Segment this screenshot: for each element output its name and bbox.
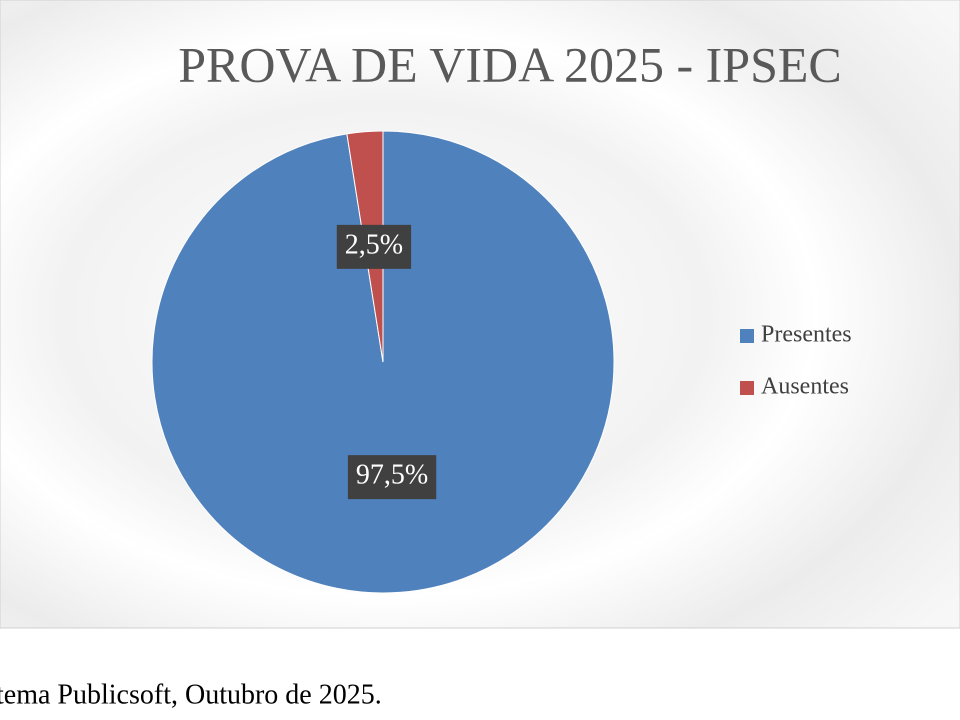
plot: 97,5% 2,5% Presentes Ausentes — [151, 130, 852, 594]
data-label: 97,5% — [356, 460, 428, 491]
legend-label: Ausentes — [761, 374, 849, 400]
caption: tema Publicsoft, Outubro de 2025. — [0, 679, 382, 710]
legend-label: Presentes — [761, 322, 852, 348]
data-label-box — [336, 224, 412, 269]
legend-swatch — [740, 329, 754, 343]
legend-swatch — [740, 381, 754, 395]
data-label-box — [347, 455, 437, 500]
data-label: 2,5% — [345, 229, 403, 260]
chart-title: PROVA DE VIDA 2025 - IPSEC — [178, 36, 842, 92]
